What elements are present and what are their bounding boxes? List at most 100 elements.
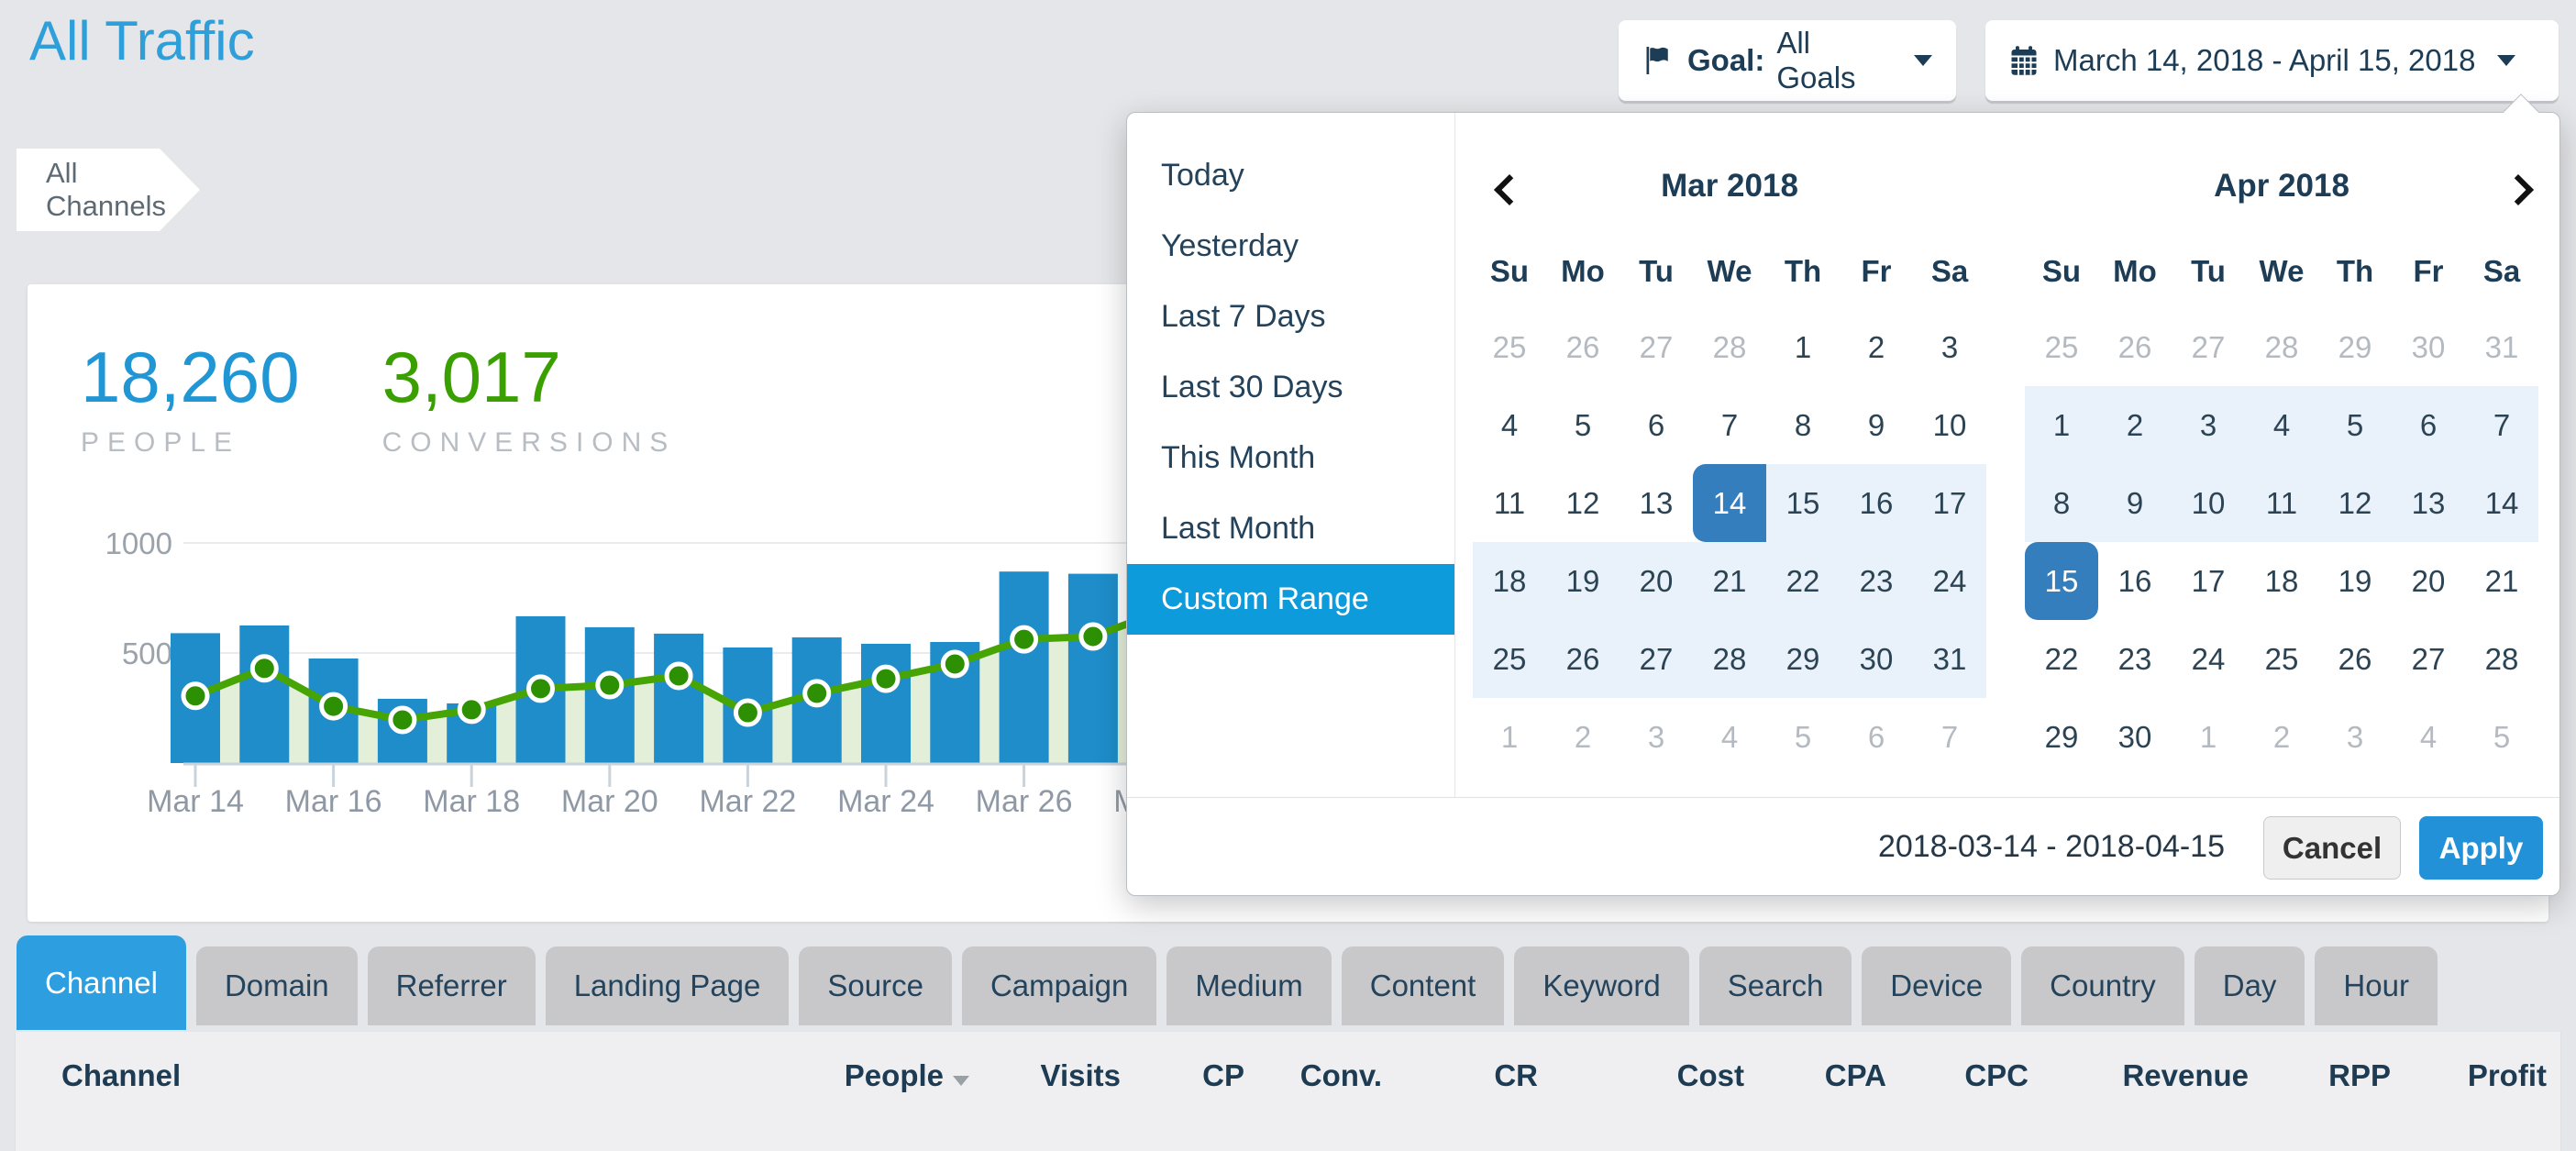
- data-point[interactable]: [940, 649, 969, 679]
- day-cell[interactable]: 14: [1693, 464, 1766, 542]
- preset-last-month[interactable]: Last Month: [1161, 511, 1316, 546]
- day-cell[interactable]: 2: [2098, 386, 2172, 464]
- day-cell[interactable]: 10: [2172, 464, 2245, 542]
- data-point[interactable]: [249, 654, 279, 683]
- day-cell[interactable]: 26: [2338, 642, 2372, 676]
- data-point[interactable]: [319, 692, 348, 721]
- apply-button[interactable]: Apply: [2419, 816, 2543, 880]
- people-bars[interactable]: [171, 571, 1188, 763]
- bar[interactable]: [1067, 573, 1118, 763]
- day-cell[interactable]: 10: [1932, 408, 1967, 442]
- day-cell[interactable]: 26: [2117, 330, 2152, 364]
- data-point[interactable]: [181, 681, 210, 711]
- day-cell[interactable]: 3: [1940, 330, 1959, 364]
- day-cell[interactable]: 14: [2465, 464, 2538, 542]
- day-cell[interactable]: 4: [1720, 720, 1739, 754]
- day-cell[interactable]: 15: [1766, 464, 1840, 542]
- day-cell[interactable]: 1: [1794, 330, 1812, 364]
- day-cell[interactable]: 20: [2411, 564, 2446, 598]
- day-cell[interactable]: 25: [2264, 642, 2299, 676]
- tab-domain[interactable]: Domain: [195, 946, 358, 1025]
- day-cell[interactable]: 1: [2025, 386, 2098, 464]
- breadcrumb-all-channels[interactable]: All Channels: [17, 149, 200, 231]
- conversions-points[interactable]: [181, 596, 1177, 735]
- preset-this-month[interactable]: This Month: [1161, 440, 1316, 475]
- day-cell[interactable]: 2: [1867, 330, 1885, 364]
- goal-selector-button[interactable]: Goal: All Goals: [1619, 20, 1956, 101]
- day-cell[interactable]: 4: [2245, 386, 2318, 464]
- column-header-conv[interactable]: Conv.: [1244, 1058, 1382, 1093]
- preset-custom-range[interactable]: Custom Range: [1127, 564, 1454, 635]
- day-cell[interactable]: 7: [2465, 386, 2538, 464]
- day-cell[interactable]: 21: [1693, 542, 1766, 620]
- column-header-cr[interactable]: CR: [1382, 1058, 1538, 1093]
- preset-last-30-days[interactable]: Last 30 Days: [1161, 370, 1343, 404]
- data-point[interactable]: [871, 664, 901, 693]
- day-cell[interactable]: 1: [1500, 720, 1519, 754]
- day-cell[interactable]: 4: [1500, 408, 1519, 442]
- day-cell[interactable]: 30: [2117, 720, 2152, 754]
- data-point[interactable]: [664, 661, 693, 691]
- column-header-cp[interactable]: CP: [1121, 1058, 1244, 1093]
- day-cell[interactable]: 12: [1565, 486, 1600, 520]
- day-cell[interactable]: 19: [1546, 542, 1620, 620]
- day-cell[interactable]: 22: [2044, 642, 2079, 676]
- day-cell[interactable]: 17: [2191, 564, 2226, 598]
- day-cell[interactable]: 6: [1647, 408, 1665, 442]
- day-cell[interactable]: 6: [2392, 386, 2465, 464]
- day-cell[interactable]: 23: [1840, 542, 1913, 620]
- data-point[interactable]: [733, 698, 762, 727]
- column-header-channel[interactable]: Channel: [61, 1058, 804, 1093]
- day-cell[interactable]: 5: [1794, 720, 1812, 754]
- preset-today[interactable]: Today: [1161, 158, 1244, 193]
- bar[interactable]: [999, 571, 1049, 763]
- day-cell[interactable]: 27: [1639, 330, 1674, 364]
- day-cell[interactable]: 2: [1574, 720, 1592, 754]
- tab-referrer[interactable]: Referrer: [367, 946, 536, 1025]
- tab-medium[interactable]: Medium: [1166, 946, 1332, 1025]
- tab-source[interactable]: Source: [799, 946, 952, 1025]
- day-cell[interactable]: 24: [2191, 642, 2226, 676]
- day-cell[interactable]: 25: [1492, 330, 1527, 364]
- tab-keyword[interactable]: Keyword: [1514, 946, 1689, 1025]
- column-header-cpc[interactable]: CPC: [1886, 1058, 2029, 1093]
- day-cell[interactable]: 19: [2338, 564, 2372, 598]
- column-header-cpa[interactable]: CPA: [1744, 1058, 1886, 1093]
- day-cell[interactable]: 31: [1913, 620, 1986, 698]
- day-cell[interactable]: 16: [1840, 464, 1913, 542]
- preset-yesterday[interactable]: Yesterday: [1161, 228, 1299, 263]
- tab-country[interactable]: Country: [2021, 946, 2184, 1025]
- day-cell[interactable]: 4: [2419, 720, 2438, 754]
- tab-content[interactable]: Content: [1341, 946, 1505, 1025]
- day-cell[interactable]: 26: [1565, 330, 1600, 364]
- traffic-chart[interactable]: 500 1000 Mar 14 Mar 16 Mar 18 Mar 20 Mar 22 Mar…: [28, 284, 2548, 922]
- data-point[interactable]: [457, 695, 486, 725]
- tab-day[interactable]: Day: [2194, 946, 2305, 1025]
- day-cell[interactable]: 29: [2044, 720, 2079, 754]
- tab-channel[interactable]: Channel: [17, 935, 186, 1030]
- day-cell[interactable]: 18: [2264, 564, 2299, 598]
- data-point[interactable]: [1010, 625, 1039, 654]
- day-cell[interactable]: 31: [2484, 330, 2519, 364]
- day-cell[interactable]: 6: [1867, 720, 1885, 754]
- bar[interactable]: [861, 643, 911, 763]
- date-range-button[interactable]: March 14, 2018 - April 15, 2018: [1985, 20, 2559, 101]
- column-header-cost[interactable]: Cost: [1538, 1058, 1744, 1093]
- day-cell[interactable]: 9: [1867, 408, 1885, 442]
- day-cell[interactable]: 5: [1574, 408, 1592, 442]
- day-cell[interactable]: 16: [2117, 564, 2152, 598]
- day-cell[interactable]: 15: [2025, 542, 2098, 620]
- day-cell[interactable]: 13: [1639, 486, 1674, 520]
- day-cell[interactable]: 8: [1794, 408, 1812, 442]
- tab-device[interactable]: Device: [1862, 946, 2012, 1025]
- column-header-rpp[interactable]: RPP: [2249, 1058, 2391, 1093]
- cancel-button[interactable]: Cancel: [2263, 816, 2401, 880]
- day-cell[interactable]: 30: [2411, 330, 2446, 364]
- column-header-visits[interactable]: Visits: [969, 1058, 1121, 1093]
- day-cell[interactable]: 22: [1766, 542, 1840, 620]
- day-cell[interactable]: 8: [2025, 464, 2098, 542]
- day-cell[interactable]: 28: [1712, 330, 1747, 364]
- data-point[interactable]: [1078, 622, 1108, 651]
- tab-search[interactable]: Search: [1698, 946, 1852, 1025]
- day-cell[interactable]: 27: [2191, 330, 2226, 364]
